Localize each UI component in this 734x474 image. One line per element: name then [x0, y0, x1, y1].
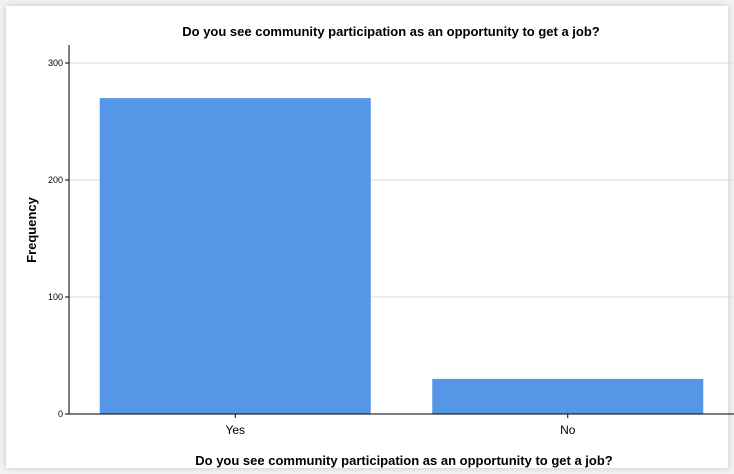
x-tick-label: No	[560, 423, 576, 437]
bar-no	[432, 378, 704, 414]
y-ticks: 0 100 200 300	[48, 58, 69, 419]
chart-title: Do you see community participation as an…	[182, 24, 600, 39]
y-tick-label: 300	[48, 58, 63, 68]
y-tick-label: 200	[48, 175, 63, 185]
x-axis-label: Do you see community participation as an…	[195, 453, 613, 468]
bar-yes	[99, 98, 371, 414]
x-tick-label: Yes	[225, 423, 245, 437]
y-tick-label: 100	[48, 292, 63, 302]
y-tick-label: 0	[58, 409, 63, 419]
x-ticks: Yes No	[225, 414, 576, 437]
bars	[99, 98, 704, 414]
y-axis-label: Frequency	[24, 196, 39, 263]
